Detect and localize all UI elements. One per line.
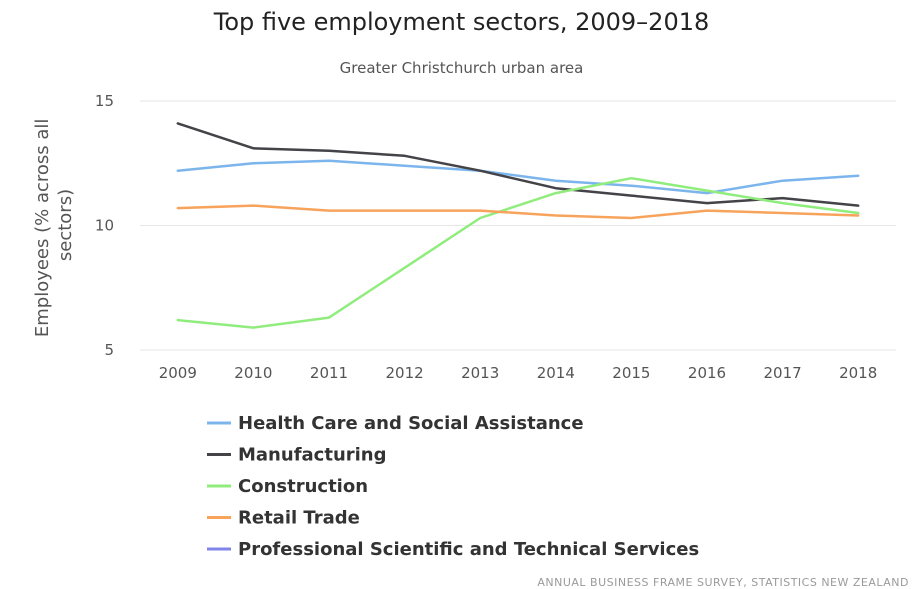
chart-subtitle: Greater Christchurch urban area [339, 59, 584, 77]
legend-item-0[interactable]: Health Care and Social Assistance [207, 413, 584, 434]
x-tick-label: 2018 [839, 364, 877, 382]
y-axis-ticks: 5 10 15 [95, 92, 114, 359]
y-axis-title-line-1: Employees (% across all [32, 119, 53, 338]
x-tick-label: 2015 [612, 364, 650, 382]
legend-item-1[interactable]: Manufacturing [207, 445, 387, 466]
x-tick-label: 2009 [159, 364, 197, 382]
y-tick-label: 10 [95, 217, 114, 235]
series-line-3[interactable] [176, 204, 860, 220]
y-tick-label: 5 [104, 341, 114, 359]
legend-label: Health Care and Social Assistance [238, 413, 584, 434]
legend-item-4[interactable]: Professional Scientific and Technical Se… [207, 539, 699, 560]
series-line-2[interactable] [176, 176, 860, 329]
series-lines [176, 122, 860, 329]
x-tick-label: 2014 [537, 364, 575, 382]
legend-label: Construction [238, 476, 368, 497]
x-tick-label: 2016 [688, 364, 726, 382]
x-tick-label: 2012 [386, 364, 424, 382]
x-tick-label: 2010 [234, 364, 272, 382]
legend: Health Care and Social Assistance Manufac… [207, 413, 699, 560]
legend-label: Professional Scientific and Technical Se… [238, 539, 699, 560]
legend-label: Retail Trade [238, 508, 360, 529]
x-axis-ticks: 2009 2010 2011 2012 2013 2014 2015 2016 2017 2018 [159, 364, 878, 382]
legend-label: Manufacturing [238, 445, 387, 466]
grid-lines [140, 100, 896, 351]
series-line-1[interactable] [176, 122, 860, 207]
legend-item-3[interactable]: Retail Trade [207, 508, 360, 529]
x-tick-label: 2013 [461, 364, 499, 382]
chart-credit[interactable]: ANNUAL BUSINESS FRAME SURVEY, STATISTICS… [537, 576, 909, 589]
y-axis-title-line-2: sectors) [55, 189, 76, 261]
y-tick-label: 15 [95, 92, 114, 110]
series-line-0[interactable] [176, 159, 860, 195]
chart-title: Top five employment sectors, 2009–2018 [213, 8, 710, 36]
legend-item-2[interactable]: Construction [207, 476, 368, 497]
x-tick-label: 2011 [310, 364, 348, 382]
x-tick-label: 2017 [764, 364, 802, 382]
y-axis-title: Employees (% across all sectors) [32, 113, 76, 337]
